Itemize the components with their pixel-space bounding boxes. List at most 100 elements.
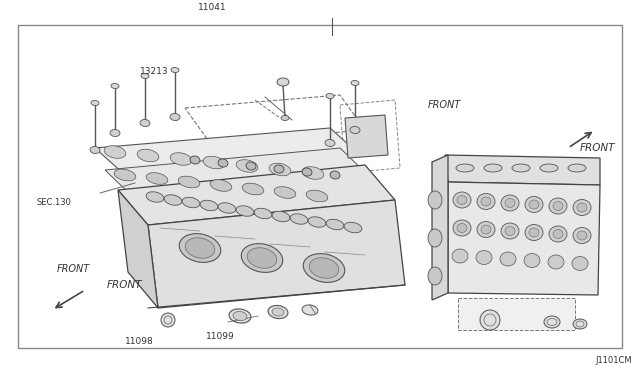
Ellipse shape (330, 171, 340, 179)
Polygon shape (432, 155, 448, 300)
Ellipse shape (428, 191, 442, 209)
Text: 11041: 11041 (198, 3, 227, 12)
Ellipse shape (254, 208, 272, 219)
Ellipse shape (146, 173, 168, 185)
Ellipse shape (453, 220, 471, 236)
Ellipse shape (274, 187, 296, 198)
Polygon shape (445, 155, 600, 185)
Ellipse shape (182, 197, 200, 208)
Ellipse shape (236, 206, 254, 216)
Ellipse shape (529, 228, 539, 237)
Ellipse shape (457, 224, 467, 232)
Ellipse shape (178, 176, 200, 188)
Ellipse shape (481, 197, 491, 206)
Ellipse shape (484, 164, 502, 172)
Ellipse shape (229, 309, 251, 323)
Ellipse shape (218, 159, 228, 167)
Ellipse shape (524, 253, 540, 267)
Ellipse shape (428, 267, 442, 285)
Ellipse shape (548, 255, 564, 269)
Polygon shape (458, 298, 575, 330)
Ellipse shape (146, 192, 164, 202)
Ellipse shape (309, 258, 339, 278)
Ellipse shape (540, 164, 558, 172)
Ellipse shape (457, 196, 467, 205)
Ellipse shape (190, 156, 200, 164)
Text: SEC.130: SEC.130 (36, 198, 71, 207)
Ellipse shape (553, 230, 563, 238)
Ellipse shape (91, 100, 99, 106)
Text: FRONT: FRONT (107, 280, 143, 290)
Ellipse shape (141, 74, 149, 78)
Polygon shape (118, 165, 395, 225)
Ellipse shape (525, 224, 543, 241)
Text: 11099: 11099 (206, 332, 235, 341)
Ellipse shape (573, 228, 591, 244)
Ellipse shape (350, 126, 360, 134)
Ellipse shape (170, 113, 180, 121)
Ellipse shape (302, 168, 312, 176)
Ellipse shape (200, 200, 218, 211)
Ellipse shape (549, 198, 567, 214)
Ellipse shape (210, 180, 232, 191)
Polygon shape (448, 182, 600, 295)
Ellipse shape (477, 193, 495, 209)
Ellipse shape (110, 129, 120, 137)
Ellipse shape (218, 203, 236, 213)
Ellipse shape (272, 308, 284, 316)
Ellipse shape (268, 305, 288, 318)
Ellipse shape (236, 160, 258, 172)
Text: J1101CM: J1101CM (596, 356, 632, 365)
Ellipse shape (344, 222, 362, 233)
Ellipse shape (544, 316, 560, 328)
Ellipse shape (269, 163, 291, 176)
Ellipse shape (573, 319, 587, 329)
Ellipse shape (308, 217, 326, 227)
Ellipse shape (171, 67, 179, 73)
Ellipse shape (242, 183, 264, 195)
Ellipse shape (326, 219, 344, 230)
Ellipse shape (302, 305, 318, 315)
Ellipse shape (104, 146, 126, 158)
Ellipse shape (505, 227, 515, 235)
Text: 11098: 11098 (125, 337, 154, 346)
Ellipse shape (577, 203, 587, 212)
Text: 13213: 13213 (140, 67, 168, 76)
Ellipse shape (170, 153, 192, 165)
Ellipse shape (241, 244, 283, 272)
Text: FRONT: FRONT (56, 264, 90, 273)
Ellipse shape (274, 165, 284, 173)
Polygon shape (105, 148, 368, 197)
Ellipse shape (505, 199, 515, 208)
Ellipse shape (325, 140, 335, 147)
Ellipse shape (281, 115, 289, 121)
Ellipse shape (549, 226, 567, 242)
Polygon shape (345, 115, 388, 158)
Ellipse shape (290, 214, 308, 224)
Ellipse shape (203, 156, 225, 169)
Ellipse shape (525, 196, 543, 212)
Ellipse shape (501, 195, 519, 211)
Ellipse shape (185, 238, 215, 258)
Ellipse shape (553, 202, 563, 211)
Text: FRONT: FRONT (428, 100, 461, 110)
Ellipse shape (452, 249, 468, 263)
Ellipse shape (476, 250, 492, 264)
Ellipse shape (568, 164, 586, 172)
Ellipse shape (277, 78, 289, 86)
Ellipse shape (453, 192, 471, 208)
Ellipse shape (246, 162, 256, 170)
Ellipse shape (456, 164, 474, 172)
Ellipse shape (247, 248, 277, 268)
Ellipse shape (501, 223, 519, 239)
Ellipse shape (140, 119, 150, 126)
Ellipse shape (500, 252, 516, 266)
Ellipse shape (233, 311, 247, 321)
Polygon shape (95, 128, 360, 175)
Ellipse shape (573, 199, 591, 215)
Ellipse shape (137, 149, 159, 162)
Ellipse shape (481, 225, 491, 234)
Text: FRONT: FRONT (580, 143, 616, 153)
Ellipse shape (529, 200, 539, 209)
Ellipse shape (90, 147, 100, 154)
